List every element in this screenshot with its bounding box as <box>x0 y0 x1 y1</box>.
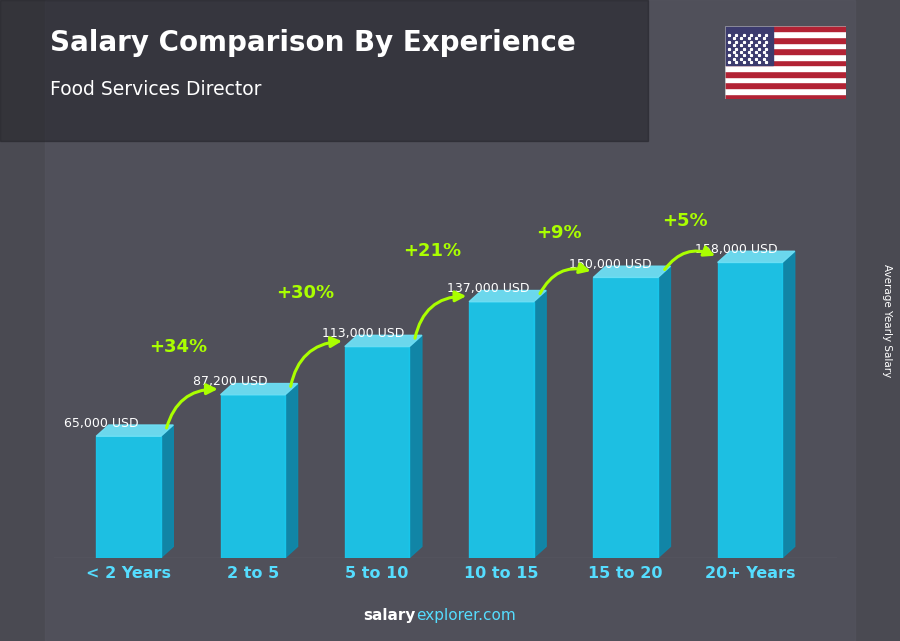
Bar <box>724 77 846 82</box>
Polygon shape <box>658 266 670 558</box>
Text: Food Services Director: Food Services Director <box>50 80 261 99</box>
Text: 150,000 USD: 150,000 USD <box>569 258 652 271</box>
Polygon shape <box>96 425 174 437</box>
Text: Average Yearly Salary: Average Yearly Salary <box>881 264 892 377</box>
Text: explorer.com: explorer.com <box>416 608 516 623</box>
Bar <box>724 37 846 43</box>
Polygon shape <box>534 290 546 558</box>
Polygon shape <box>285 383 298 558</box>
Polygon shape <box>161 425 174 558</box>
Text: 137,000 USD: 137,000 USD <box>446 282 529 296</box>
Bar <box>220 395 285 558</box>
Polygon shape <box>593 266 670 278</box>
Text: +9%: +9% <box>536 224 581 242</box>
Text: 158,000 USD: 158,000 USD <box>696 243 778 256</box>
Text: 113,000 USD: 113,000 USD <box>322 327 405 340</box>
Text: Salary Comparison By Experience: Salary Comparison By Experience <box>50 29 575 57</box>
Text: 87,200 USD: 87,200 USD <box>194 375 268 388</box>
Polygon shape <box>410 335 422 558</box>
Text: salary: salary <box>364 608 416 623</box>
Bar <box>0 0 648 141</box>
Text: +5%: +5% <box>662 212 708 230</box>
Bar <box>96 437 161 558</box>
Bar <box>724 54 846 60</box>
Bar <box>345 347 410 558</box>
Text: 65,000 USD: 65,000 USD <box>64 417 139 429</box>
Polygon shape <box>469 290 546 302</box>
Bar <box>724 94 846 99</box>
Bar <box>724 43 846 48</box>
Text: +34%: +34% <box>149 338 207 356</box>
Bar <box>724 88 846 94</box>
Bar <box>724 65 846 71</box>
Polygon shape <box>782 251 795 558</box>
Polygon shape <box>717 251 795 262</box>
Bar <box>724 26 846 31</box>
Bar <box>724 48 846 54</box>
Polygon shape <box>220 383 298 395</box>
Bar <box>724 82 846 88</box>
Bar <box>724 60 846 65</box>
Bar <box>724 31 846 37</box>
Bar <box>724 26 773 65</box>
Text: +21%: +21% <box>403 242 461 260</box>
Bar <box>469 302 534 558</box>
Text: +30%: +30% <box>276 284 334 303</box>
Bar <box>724 71 846 77</box>
Bar <box>593 278 658 558</box>
Bar <box>717 262 782 558</box>
Polygon shape <box>345 335 422 347</box>
